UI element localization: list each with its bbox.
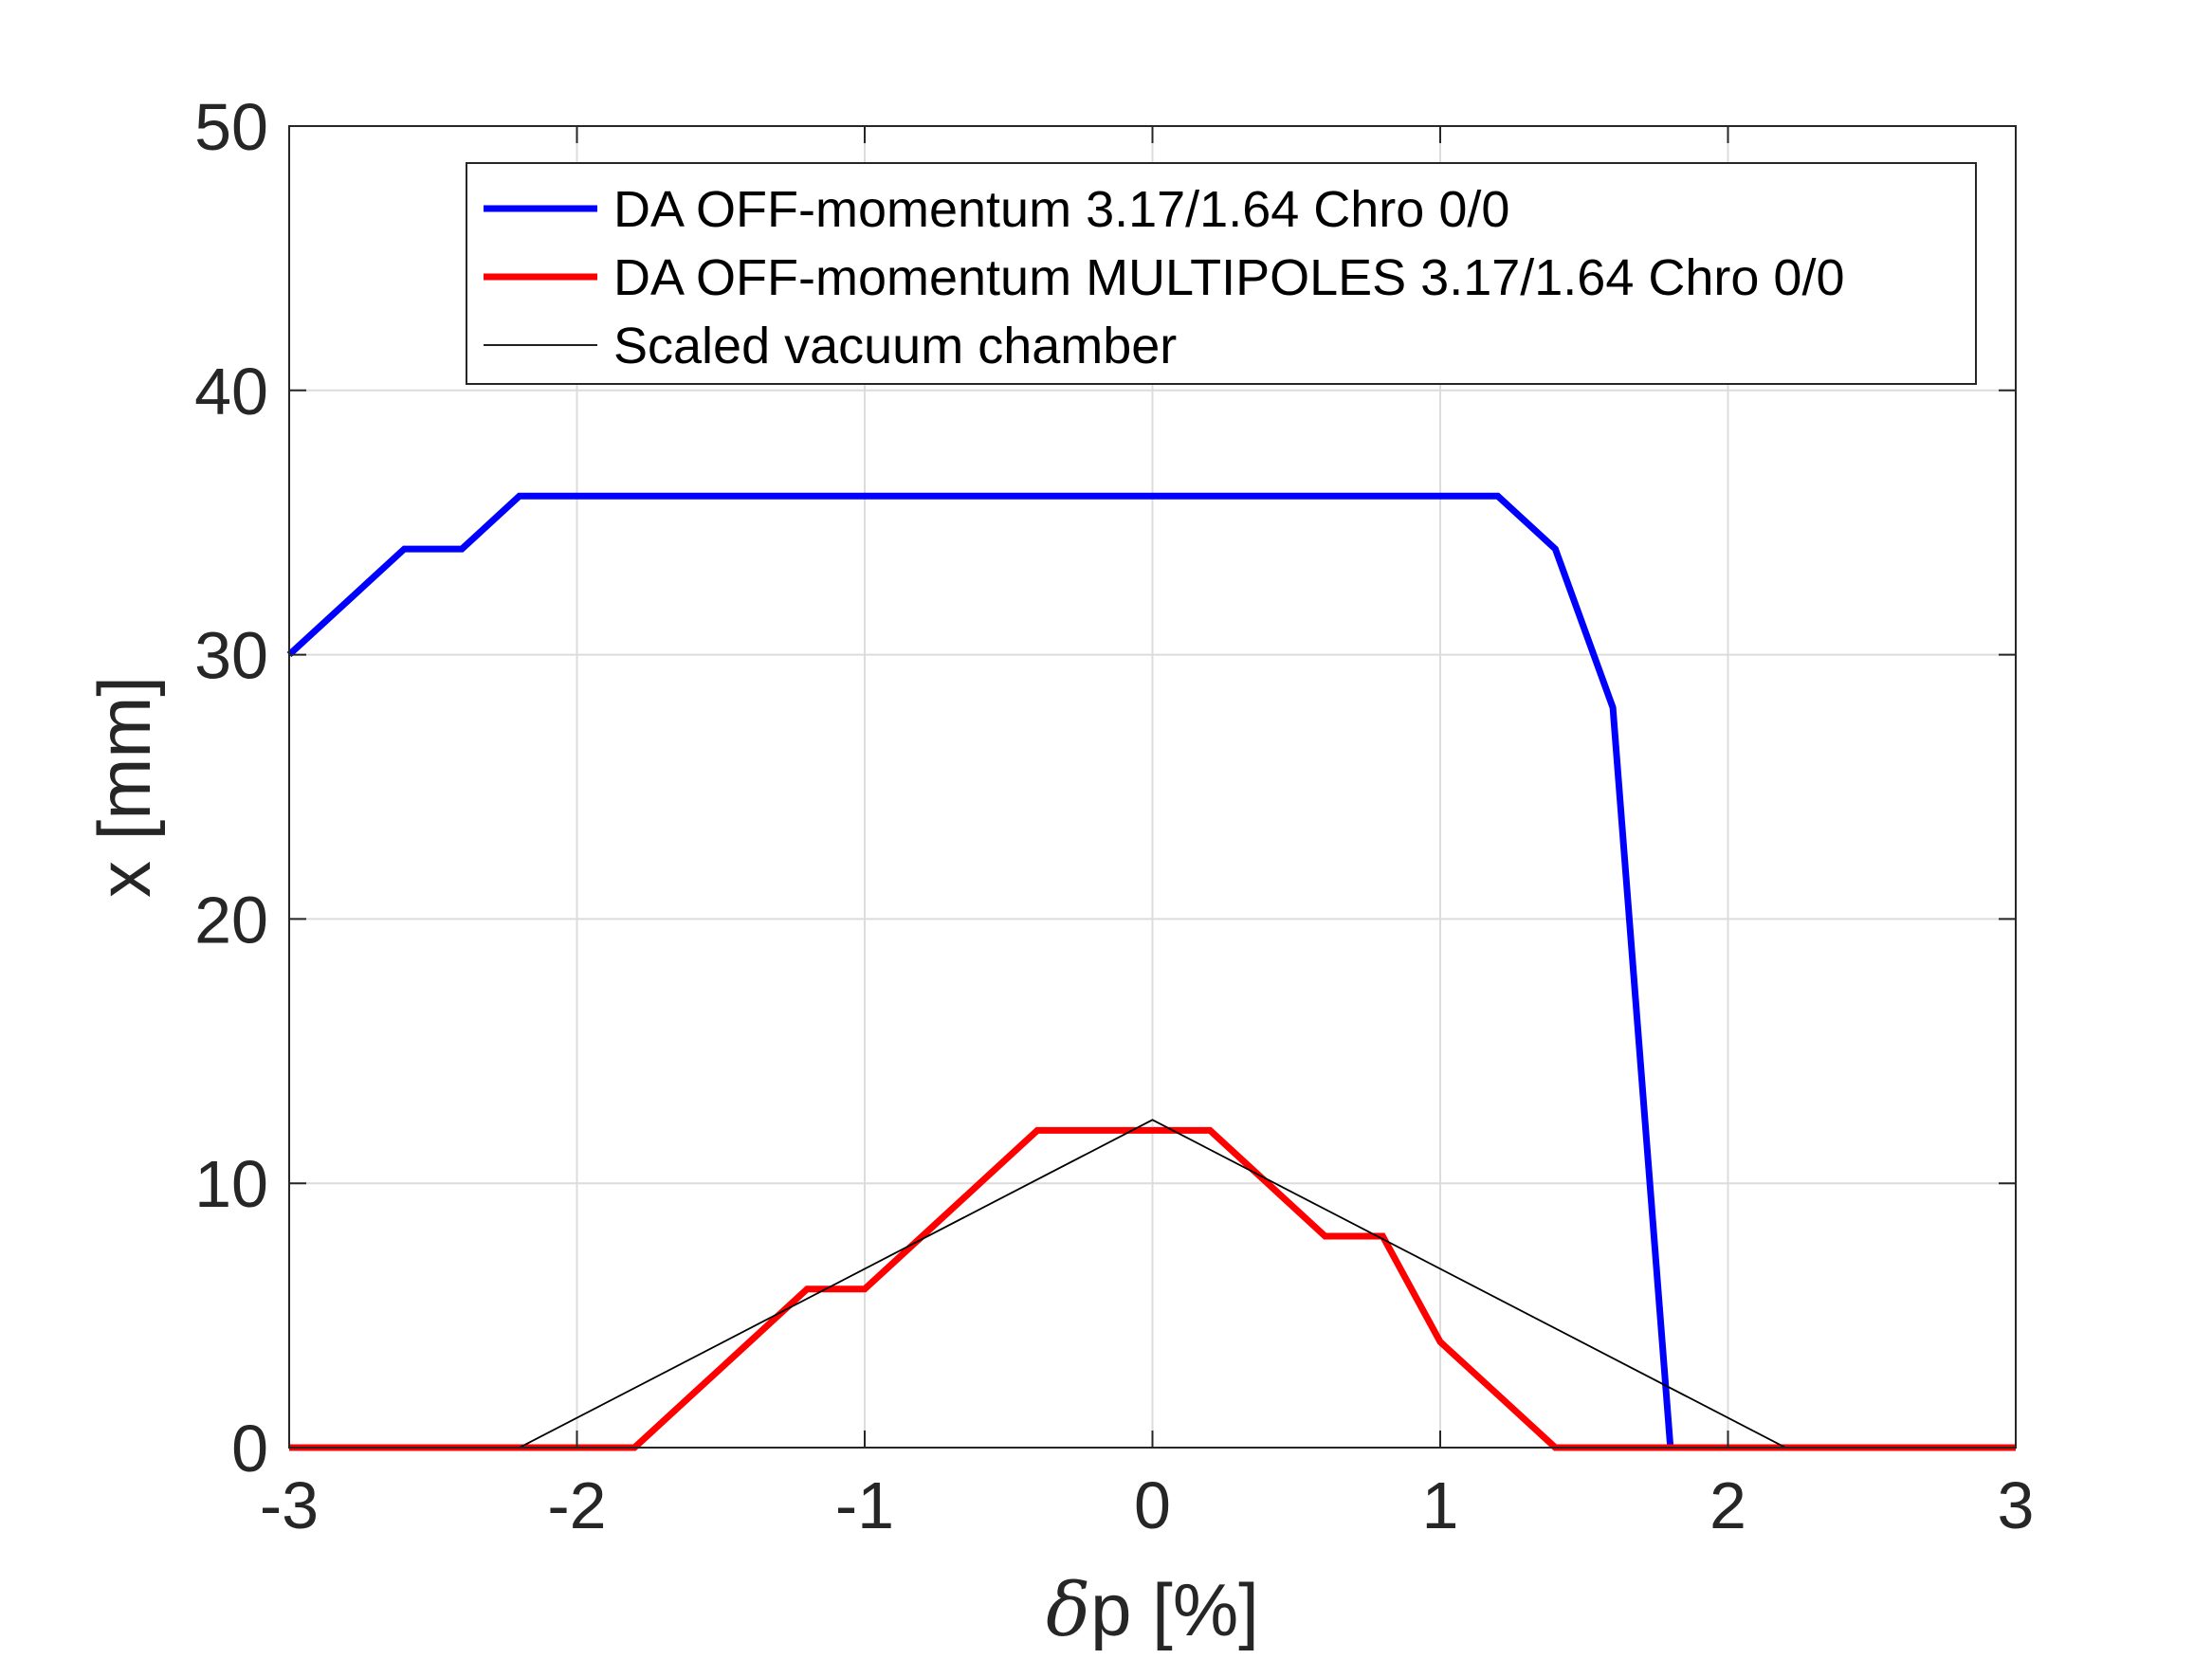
y-tick-label: 20 (194, 883, 268, 957)
x-axis-label: δp [%] (1046, 1568, 1259, 1653)
y-axis-label: x [mm] (82, 676, 166, 898)
x-tick-label: -2 (547, 1468, 606, 1542)
series-line-1 (289, 1126, 2016, 1451)
y-tick-label: 40 (194, 355, 268, 428)
x-tick-label: 3 (1998, 1468, 2035, 1542)
legend-box (466, 162, 1977, 385)
x-tick-label: 0 (1134, 1468, 1171, 1542)
legend-label-2: Scaled vacuum chamber (613, 318, 1177, 374)
y-tick-label: 50 (194, 90, 268, 164)
x-axis-label-symbol: δ (1046, 1568, 1090, 1653)
x-tick-label: -1 (835, 1468, 894, 1542)
x-tick-label: -3 (260, 1468, 319, 1542)
legend-label-0: DA OFF-momentum 3.17/1.64 Chro 0/0 (613, 181, 1509, 238)
y-tick-label: 10 (194, 1147, 268, 1221)
legend-items: DA OFF-momentum 3.17/1.64 Chro 0/0 DA OFF… (484, 181, 1844, 374)
x-tick-label: 2 (1709, 1468, 1746, 1542)
legend-label-1: DA OFF-momentum MULTIPOLES 3.17/1.64 Chr… (613, 249, 1844, 306)
x-axis-label-text: p [%] (1090, 1568, 1259, 1651)
y-tick-label: 30 (194, 619, 268, 693)
y-tick-label: 0 (231, 1412, 268, 1486)
series-line-0 (286, 492, 1674, 1449)
legend: DA OFF-momentum 3.17/1.64 Chro 0/0 DA OFF… (466, 162, 1977, 385)
x-tick-label: 1 (1422, 1468, 1459, 1542)
